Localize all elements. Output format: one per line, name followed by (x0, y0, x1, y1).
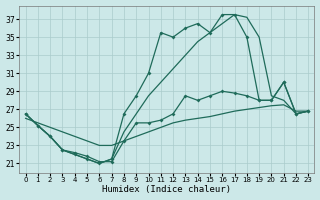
X-axis label: Humidex (Indice chaleur): Humidex (Indice chaleur) (102, 185, 231, 194)
